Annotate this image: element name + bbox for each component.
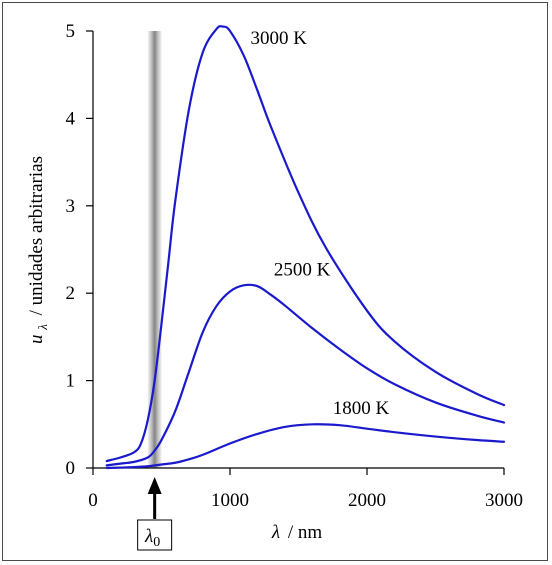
marker-arrow-head — [147, 477, 162, 494]
y-tick-label: 5 — [66, 21, 76, 42]
x-tick-label: 0 — [88, 490, 98, 511]
series-label: 2500 K — [274, 260, 331, 281]
y-axis-label: u λ / unidades arbitrarias — [26, 156, 52, 344]
series-lines — [105, 25, 506, 470]
shaded-band — [147, 31, 162, 468]
x-axis-label: λ / nm — [271, 522, 323, 543]
series-line — [105, 423, 506, 470]
series-line — [105, 283, 506, 467]
y-tick-label: 1 — [66, 371, 76, 392]
marker-box — [137, 519, 173, 551]
y-tick-label: 4 — [66, 108, 76, 129]
svg-text:λ / nm: λ / nm — [271, 522, 323, 543]
series-label: 1800 K — [333, 398, 390, 419]
x-tick-label: 1000 — [211, 490, 249, 511]
lambda-zero-marker: λ0 — [137, 477, 173, 551]
series-label: 3000 K — [251, 28, 308, 49]
y-tick-label: 3 — [66, 196, 76, 217]
svg-text:u λ / unidades arb: u λ / unidades arbitrarias — [26, 156, 52, 344]
labels: 3000 K 2500 K 1800 K — [251, 28, 390, 419]
y-tick-label: 2 — [66, 283, 76, 304]
x-tick-label: 2000 — [348, 490, 386, 511]
marker-label: λ0 — [144, 526, 160, 550]
y-tick-label: 0 — [66, 458, 76, 479]
x-tick-label: 3000 — [485, 490, 523, 511]
wavelength-band — [147, 31, 162, 468]
axes: 0 1 2 3 4 5 0 1000 2000 3000 — [66, 21, 524, 511]
series-line — [105, 25, 506, 463]
